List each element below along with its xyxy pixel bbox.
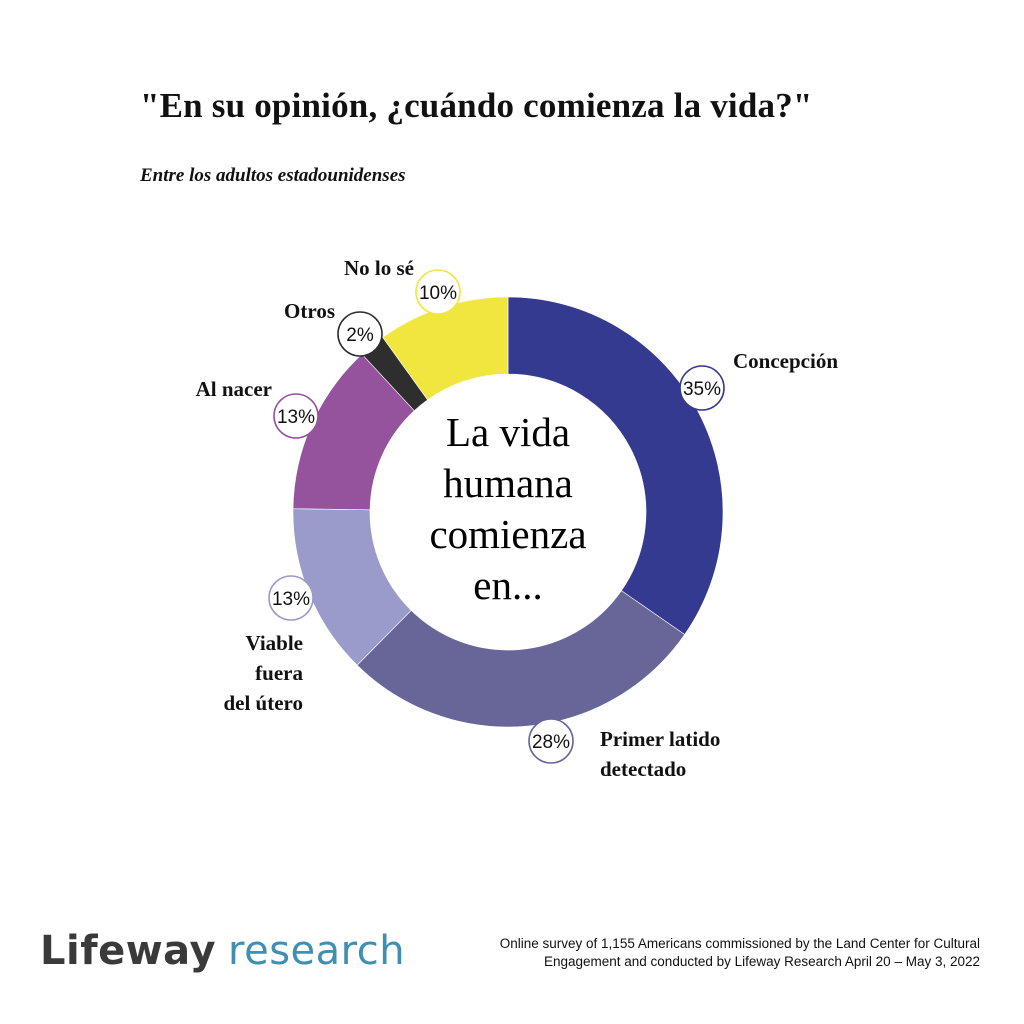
value-badge-circle — [528, 718, 574, 764]
source-note: Online survey of 1,155 Americans commiss… — [460, 935, 980, 971]
source-note-line-1: Online survey of 1,155 Americans commiss… — [499, 936, 980, 951]
logo-word-lifeway: Lifeway — [40, 928, 217, 974]
value-badge-circle — [273, 393, 319, 439]
logo-word-research: research — [228, 928, 406, 974]
value-badge: 28% — [528, 718, 574, 764]
chart-subtitle: Entre los adultos estadounidenses — [140, 165, 406, 186]
donut-slice — [507, 296, 724, 635]
donut-slice — [356, 590, 686, 728]
category-label: Primer latido detectado — [600, 727, 720, 781]
value-badge: 13% — [268, 575, 314, 621]
value-label: 28% — [532, 732, 570, 753]
value-badge: 35% — [679, 365, 725, 411]
value-label: 10% — [419, 283, 457, 304]
center-text: La vida humana comienza en... — [429, 409, 586, 608]
lifeway-research-logo: Lifeway research — [40, 928, 405, 974]
source-note-line-2: Engagement and conducted by Lifeway Rese… — [543, 954, 980, 969]
value-badge-circle — [415, 269, 461, 315]
donut-slice — [382, 296, 509, 401]
value-label: 2% — [346, 325, 374, 346]
value-label: 13% — [277, 407, 315, 428]
value-label: 13% — [272, 589, 310, 610]
chart-title: "En su opinión, ¿cuándo comienza la vida… — [140, 86, 813, 125]
category-label: No lo sé — [344, 256, 414, 280]
value-badge-circle — [337, 311, 383, 357]
donut-hole — [371, 375, 645, 649]
value-badge: 2% — [337, 311, 383, 357]
value-label: 35% — [683, 379, 721, 400]
value-badge: 13% — [273, 393, 319, 439]
category-label: Otros — [284, 299, 335, 323]
value-badge-circle — [268, 575, 314, 621]
category-label: Concepción — [733, 349, 838, 373]
value-badge: 10% — [415, 269, 461, 315]
category-label: Viable fuera del útero — [223, 631, 303, 715]
category-label: Al nacer — [196, 377, 272, 401]
value-badge-circle — [679, 365, 725, 411]
